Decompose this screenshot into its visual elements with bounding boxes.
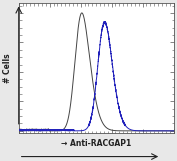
Y-axis label: # Cells: # Cells <box>4 53 12 83</box>
X-axis label: → Anti-RACGAP1: → Anti-RACGAP1 <box>61 139 131 148</box>
